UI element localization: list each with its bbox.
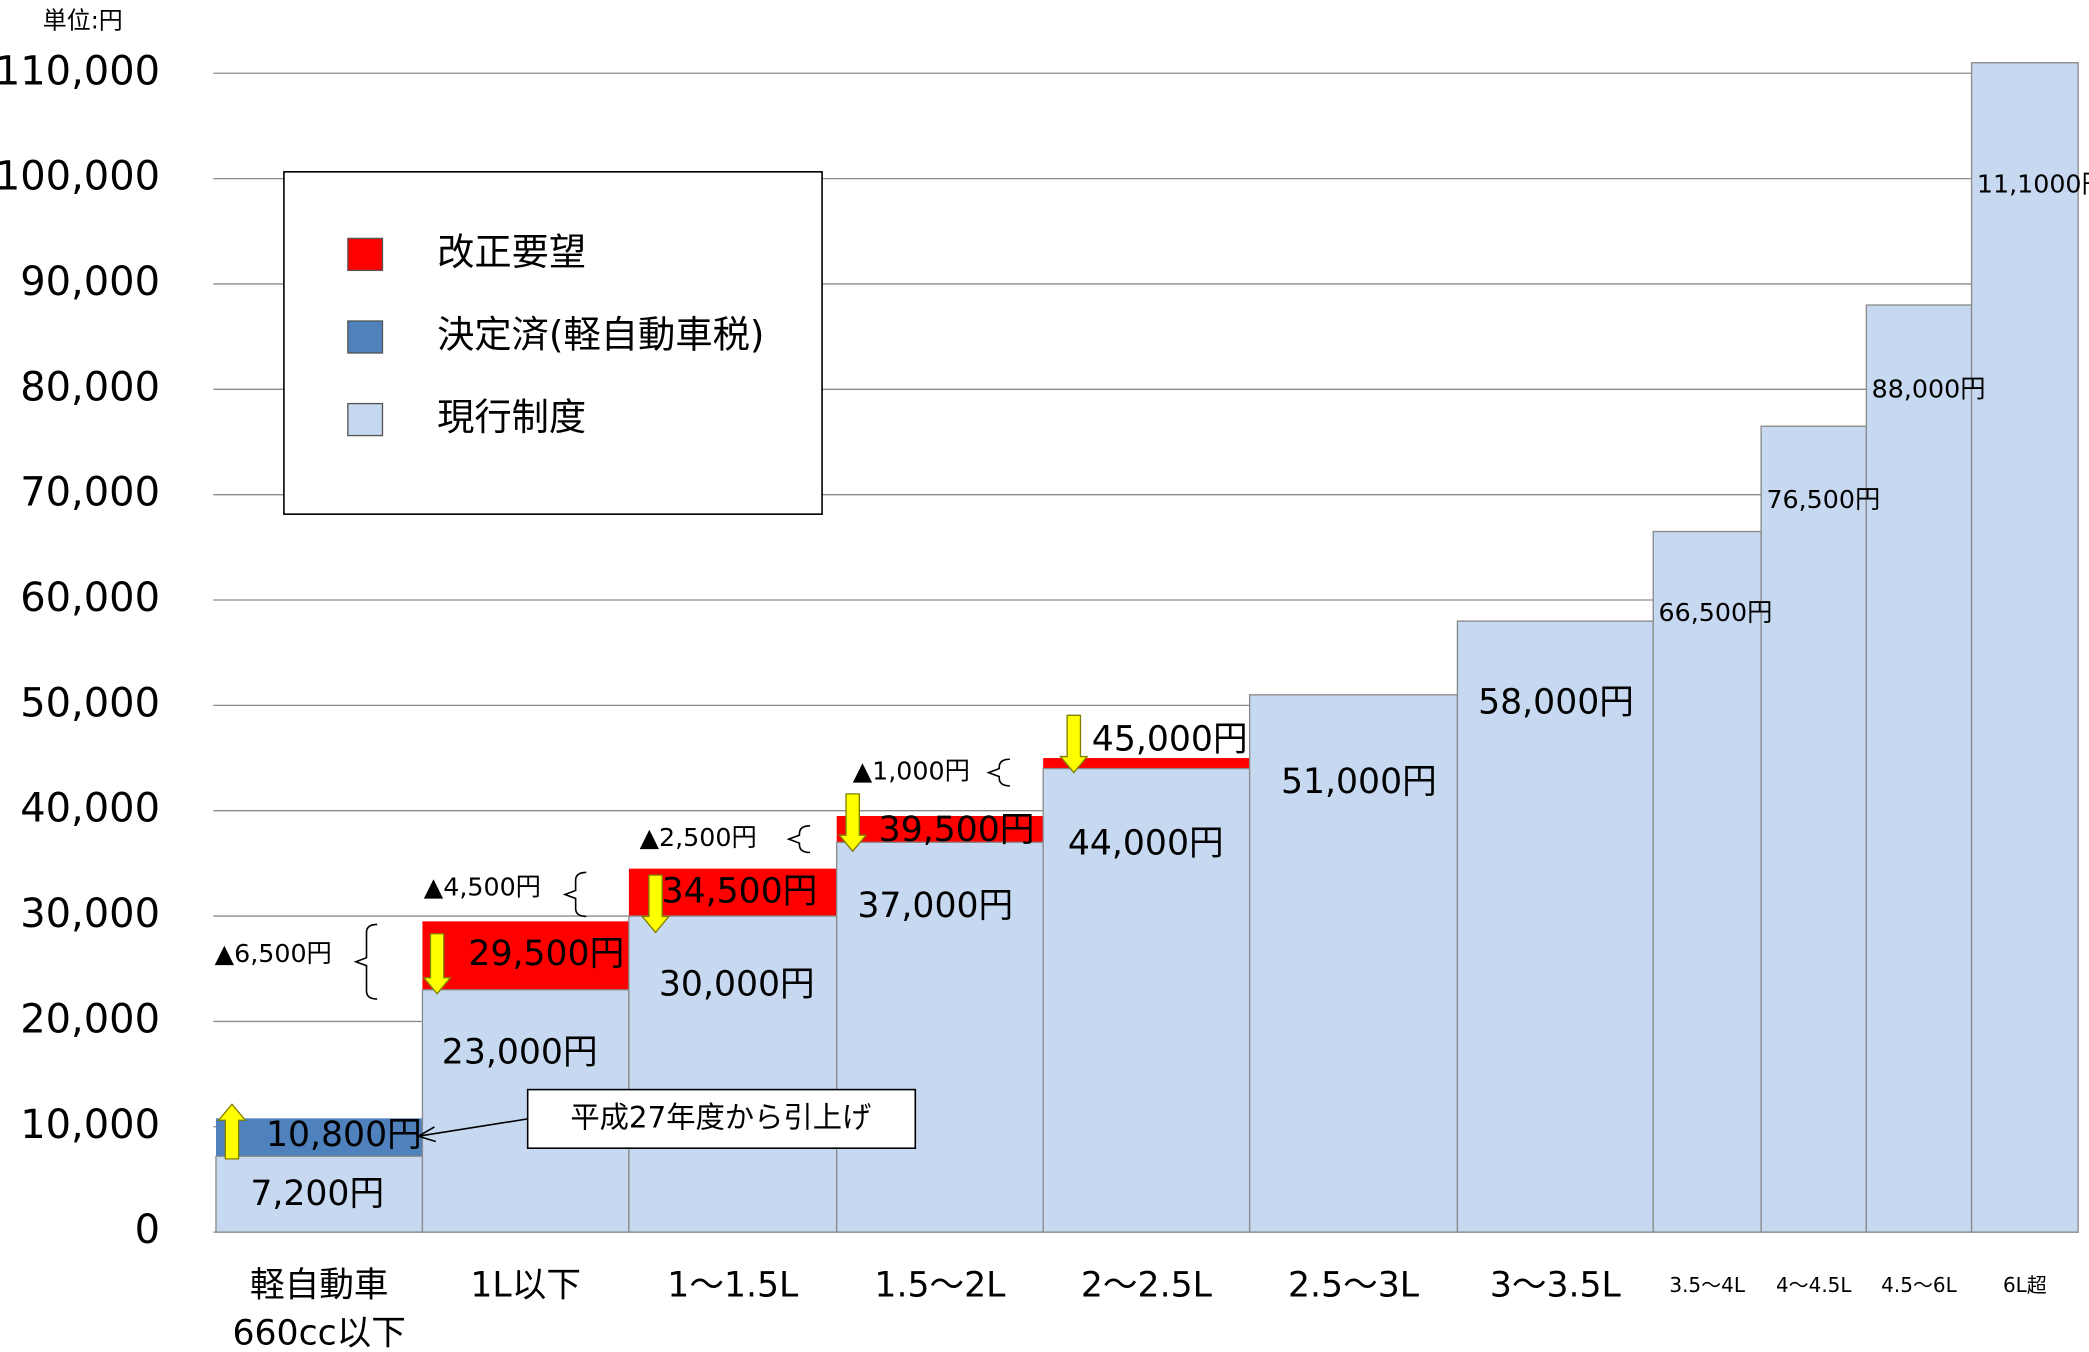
callout-pointer	[418, 1118, 528, 1138]
data-label: 76,500円	[1766, 485, 1880, 514]
y-tick-label: 30,000	[20, 891, 160, 937]
bar	[1760, 425, 1868, 1233]
x-tick-label: 4.5〜6L	[1881, 1273, 1957, 1297]
data-label: 10,800円	[266, 1115, 422, 1155]
data-label: 88,000円	[1872, 374, 1986, 403]
data-label: 37,000円	[857, 886, 1013, 926]
bar	[1970, 62, 2079, 1233]
x-tick-label: 1L以下	[470, 1266, 581, 1306]
data-label: 34,500円	[662, 871, 818, 911]
data-label: 30,000円	[659, 965, 815, 1005]
y-tick-label: 60,000	[20, 575, 160, 621]
bar	[1456, 620, 1654, 1233]
yellow-arrow	[837, 793, 868, 853]
y-tick-label: 50,000	[20, 680, 160, 726]
annotation: ▲4,500円	[424, 872, 541, 901]
brace	[353, 923, 378, 1000]
y-tick-label: 40,000	[20, 786, 160, 832]
y-tick-label: 90,000	[20, 259, 160, 305]
y-tick-label: 100,000	[0, 154, 160, 200]
data-label: 11,1000円	[1977, 169, 2089, 198]
data-label: 66,500円	[1659, 598, 1773, 627]
annotation: ▲2,500円	[640, 823, 757, 852]
y-tick-label: 20,000	[20, 996, 160, 1042]
bar	[628, 915, 838, 1233]
x-tick-label: 3〜3.5L	[1490, 1266, 1622, 1306]
callout-box	[526, 1088, 917, 1150]
data-label: 29,500円	[468, 934, 624, 974]
annotation: ▲6,500円	[215, 939, 332, 968]
unit-label: 単位:円	[43, 6, 123, 34]
brace	[562, 871, 587, 918]
data-label: 51,000円	[1281, 762, 1437, 802]
data-label: 39,500円	[879, 810, 1035, 850]
x-tick-label: 2〜2.5L	[1081, 1266, 1213, 1306]
legend-label: 現行制度	[437, 395, 586, 439]
x-tick-label: 3.5〜4L	[1669, 1273, 1745, 1297]
y-tick-label: 80,000	[20, 364, 160, 410]
legend-swatch	[347, 237, 384, 272]
y-tick-label: 10,000	[20, 1102, 160, 1148]
callout-text: 平成27年度から引上げ	[570, 1100, 871, 1134]
data-label: 7,200円	[250, 1174, 384, 1214]
legend-swatch	[347, 402, 384, 437]
y-tick-label: 110,000	[0, 48, 160, 94]
data-label: 44,000円	[1068, 824, 1224, 864]
x-tick-label: 4〜4.5L	[1776, 1273, 1852, 1297]
data-label: 45,000円	[1092, 720, 1248, 760]
yellow-arrow	[1059, 714, 1089, 774]
bar	[1652, 530, 1762, 1233]
legend-swatch	[347, 320, 384, 354]
bar	[1042, 767, 1251, 1233]
y-tick-label: 0	[135, 1207, 160, 1253]
legend-label: 改正要望	[437, 230, 586, 274]
data-label: 23,000円	[442, 1033, 598, 1073]
data-label: 58,000円	[1478, 682, 1634, 722]
x-tick-label: 2.5〜3L	[1288, 1266, 1420, 1306]
bar	[1865, 304, 1973, 1233]
y-tick-label: 70,000	[20, 470, 160, 516]
x-tick-label: 1.5〜2L	[874, 1266, 1006, 1306]
yellow-arrow	[217, 1103, 247, 1160]
yellow-arrow	[422, 933, 452, 995]
legend-label: 決定済(軽自動車税)	[437, 313, 764, 357]
callout-arrowhead	[418, 1126, 437, 1143]
brace	[986, 758, 1010, 787]
brace	[786, 825, 811, 854]
x-tick-label: 6L超	[2003, 1273, 2047, 1297]
x-tick-label: 1〜1.5L	[667, 1266, 799, 1306]
x-tick-label: 軽自動車 660cc以下	[233, 1266, 406, 1352]
yellow-arrow	[640, 874, 671, 934]
annotation: ▲1,000円	[853, 757, 970, 786]
